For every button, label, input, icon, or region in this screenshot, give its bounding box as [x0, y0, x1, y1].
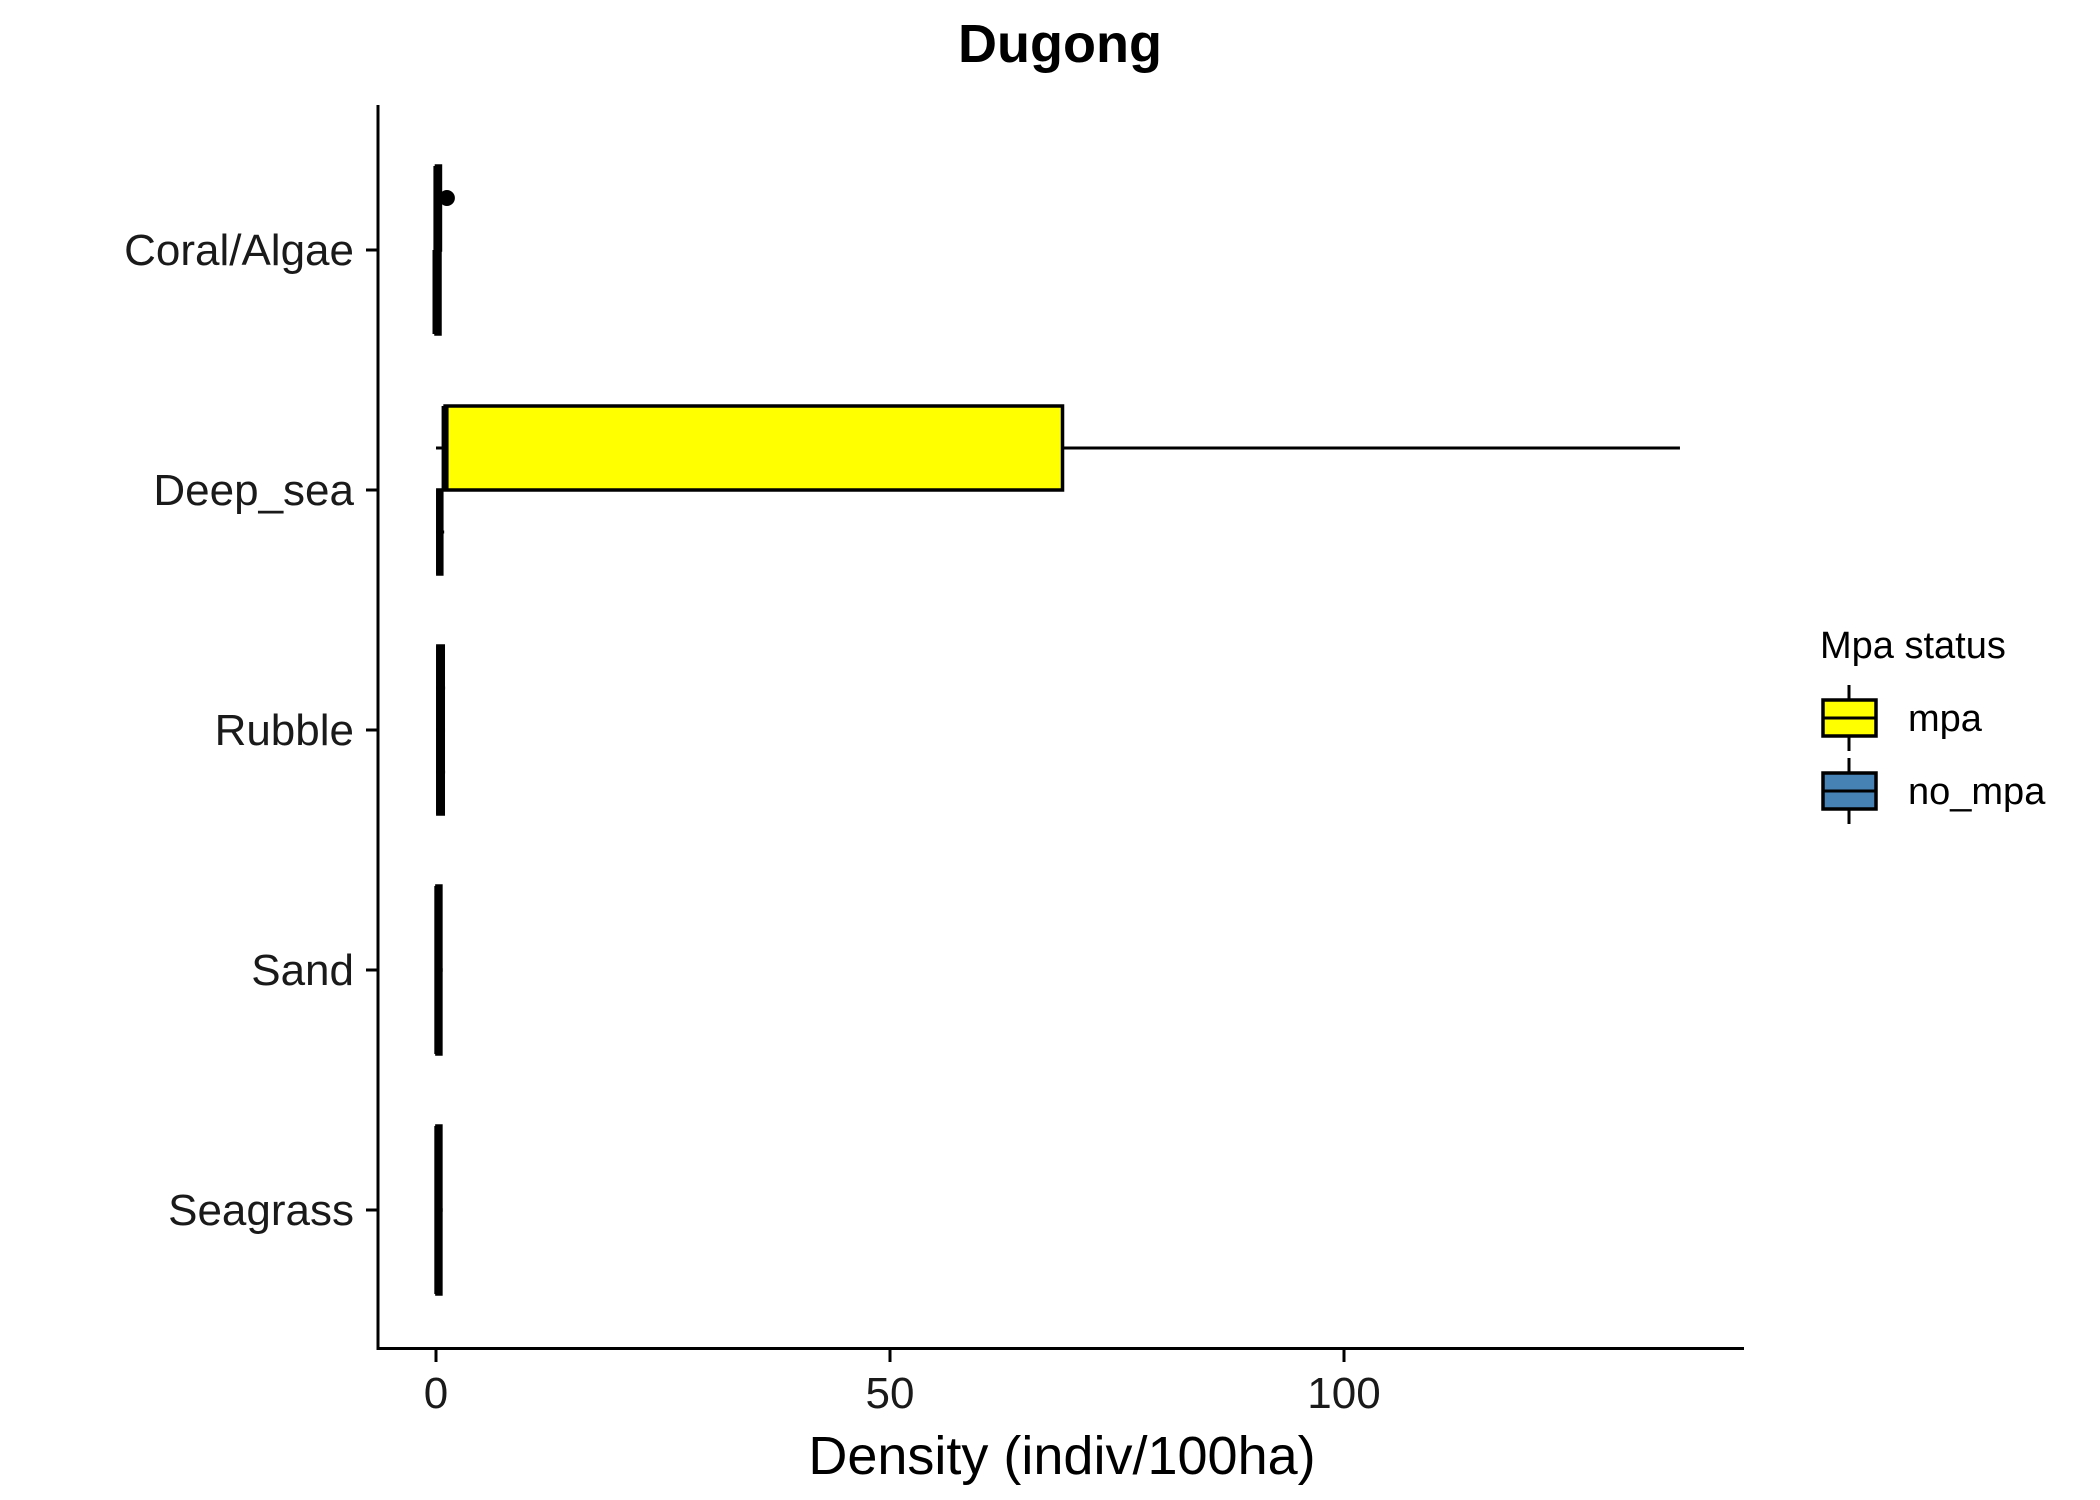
box-no-mpa-rubble [436, 728, 446, 816]
y-tick-label-sand: Sand [251, 946, 354, 995]
box-mpa-coral-algae [433, 164, 455, 252]
legend-entry-mpa: mpa [1821, 685, 1983, 751]
y-tick-label-rubble: Rubble [215, 706, 354, 755]
box-mpa-deep-sea [436, 404, 1680, 492]
y-axis-ticks: Coral/Algae Deep_sea Rubble Sand Seagrass [124, 226, 378, 1235]
box-mpa-rubble [436, 644, 446, 732]
x-axis-title: Density (indiv/100ha) [808, 1426, 1315, 1486]
y-tick-label-deep-sea: Deep_sea [153, 466, 354, 515]
y-tick-label-coral-algae: Coral/Algae [124, 226, 354, 275]
box-no-mpa-seagrass [434, 1208, 443, 1296]
x-tick-label-50: 50 [866, 1369, 915, 1418]
box-no-mpa-sand [434, 968, 443, 1056]
x-tick-label-0: 0 [424, 1369, 448, 1418]
box-no-mpa-coral-algae [432, 248, 442, 336]
x-axis-ticks: 0 50 100 [424, 1350, 1381, 1418]
legend-label-mpa: mpa [1908, 698, 1983, 740]
x-tick-label-100: 100 [1307, 1369, 1380, 1418]
legend-label-no-mpa: no_mpa [1908, 771, 2046, 813]
y-tick-label-seagrass: Seagrass [168, 1186, 354, 1235]
box-no-mpa-deep-sea [436, 488, 445, 576]
plot-area [432, 164, 1680, 1296]
legend: Mpa status mpa no_mpa [1820, 625, 2046, 824]
legend-entry-no-mpa: no_mpa [1821, 758, 2046, 824]
box-mpa-sand [434, 884, 443, 972]
box-body [443, 404, 1065, 492]
chart-title: Dugong [958, 14, 1162, 74]
outlier-point [438, 190, 455, 206]
legend-title: Mpa status [1820, 625, 2006, 667]
box-mpa-seagrass [434, 1124, 443, 1212]
